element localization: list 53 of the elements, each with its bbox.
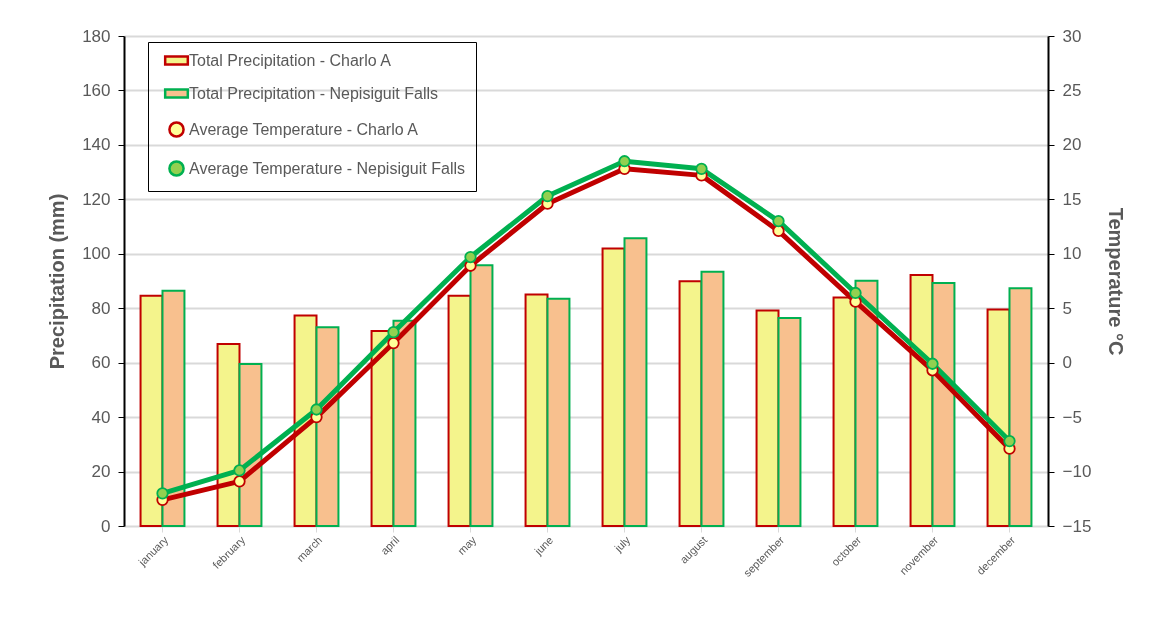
y-tick-label: 0 xyxy=(101,516,111,536)
y-tick-label: 60 xyxy=(91,353,111,373)
y2-tick-label: −5 xyxy=(1062,407,1082,427)
point xyxy=(233,475,246,488)
y-tick-label: 100 xyxy=(82,244,111,264)
bar xyxy=(777,317,802,527)
bar xyxy=(678,280,703,527)
bar xyxy=(623,237,648,527)
point xyxy=(926,357,939,370)
y-tick-label: 160 xyxy=(82,80,111,100)
legend-label: Average Temperature - Charlo A xyxy=(189,120,419,138)
y-tick-label: 20 xyxy=(91,462,111,482)
point xyxy=(310,403,323,416)
y2-tick-label: 10 xyxy=(1062,244,1082,264)
y2-axis-title: Temperature °C xyxy=(1105,207,1128,356)
point xyxy=(156,487,169,500)
y2-tick-label: 5 xyxy=(1062,298,1072,318)
bar xyxy=(469,264,494,527)
point xyxy=(387,326,400,339)
y2-tick-label: 30 xyxy=(1062,26,1082,46)
point xyxy=(849,286,862,300)
legend-label: Total Precipitation - Charlo A xyxy=(189,51,392,69)
y2-tick-label: 20 xyxy=(1062,135,1082,155)
y-tick-label: 40 xyxy=(91,407,111,427)
point xyxy=(618,155,631,168)
bar xyxy=(524,293,549,527)
point xyxy=(695,162,708,175)
y2-tick-label: 15 xyxy=(1062,189,1082,209)
legend-label: Total Precipitation - Nepisiguit Falls xyxy=(189,84,438,102)
y2-tick-label: 25 xyxy=(1062,80,1082,100)
y-axis-title: Precipitation (mm) xyxy=(46,193,69,370)
point xyxy=(772,224,785,238)
point xyxy=(464,250,477,264)
legend-label: Average Temperature - Nepisiguit Falls xyxy=(189,159,465,177)
x-tick-label: may xyxy=(455,533,479,557)
y-tick-label: 120 xyxy=(82,189,111,209)
x-tick-label: july xyxy=(611,533,633,555)
y2-tick-label: 0 xyxy=(1062,353,1072,373)
y2-tick-label: −15 xyxy=(1062,516,1092,536)
point xyxy=(1003,434,1016,448)
bar xyxy=(546,297,571,527)
point xyxy=(387,336,400,350)
point xyxy=(772,214,785,228)
y-tick-label: 80 xyxy=(91,298,111,318)
y-tick-label: 180 xyxy=(82,26,111,46)
y2-tick-label: −10 xyxy=(1062,462,1092,482)
y-tick-label: 140 xyxy=(82,135,111,155)
point xyxy=(541,189,554,203)
bar xyxy=(601,247,626,527)
bar xyxy=(755,309,780,527)
bar xyxy=(700,270,725,527)
bar xyxy=(447,294,472,527)
point xyxy=(233,464,246,477)
